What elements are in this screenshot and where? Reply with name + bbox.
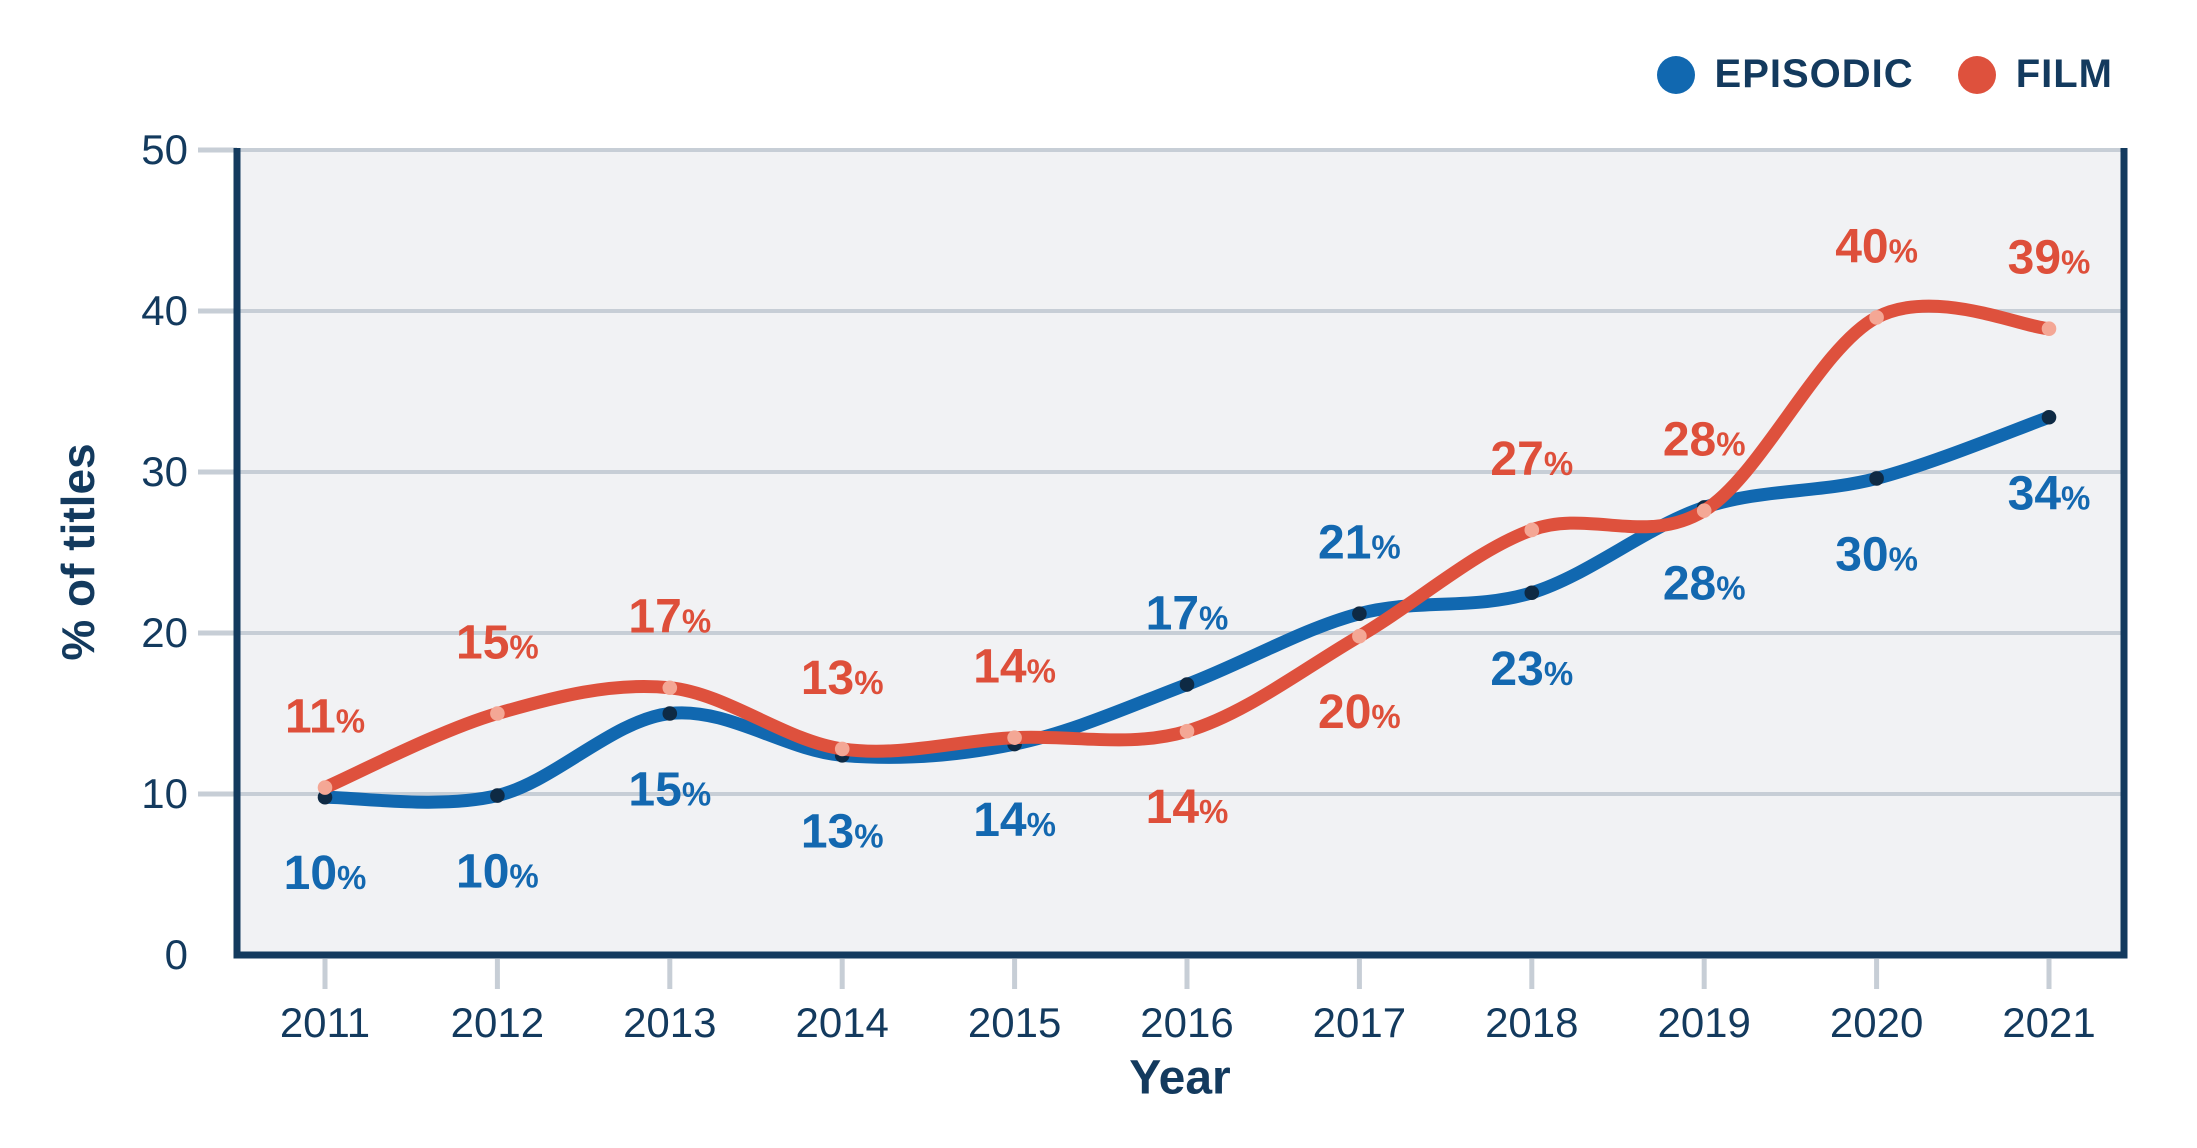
y-tick-label: 40 [141, 287, 188, 334]
x-tick-label: 2016 [1140, 999, 1233, 1046]
episodic-data-point-marker [1869, 471, 1884, 486]
x-tick-label: 2011 [280, 999, 370, 1046]
episodic-data-label: 23% [1490, 643, 1573, 696]
y-tick-label: 0 [165, 931, 188, 978]
x-tick-label: 2018 [1485, 999, 1578, 1046]
x-tick-label: 2019 [1657, 999, 1750, 1046]
film-data-point-marker [1352, 628, 1367, 644]
film-data-point-marker [1696, 503, 1712, 518]
x-tick-label: 2014 [795, 999, 888, 1046]
legend-label-film: FILM [2015, 52, 2113, 96]
film-data-label: 40% [1835, 220, 1918, 273]
film-data-point-marker [662, 680, 678, 696]
film-data-label: 14% [1146, 781, 1229, 834]
film-data-label: 17% [628, 591, 711, 644]
film-data-point-marker [834, 741, 850, 757]
film-data-point-marker [490, 706, 505, 721]
film-data-label: 14% [973, 641, 1056, 694]
episodic-data-point-marker [490, 788, 505, 803]
episodic-data-point-marker [1524, 585, 1540, 601]
film-line [318, 299, 2056, 795]
y-axis-title: % of titles [52, 443, 104, 661]
film-data-point-marker [1524, 522, 1540, 538]
episodic-legend-dot-icon [1656, 55, 1695, 94]
episodic-data-label: 15% [628, 764, 711, 817]
film-data-label: 20% [1318, 686, 1401, 739]
plot-area [237, 150, 2124, 955]
y-tick-label: 50 [141, 126, 188, 173]
episodic-data-label: 34% [2008, 467, 2091, 520]
film-data-label: 27% [1490, 433, 1573, 486]
x-tick-label: 2017 [1313, 999, 1406, 1046]
episodic-data-label: 14% [973, 794, 1056, 847]
legend-item-film: FILM [1957, 52, 2113, 97]
episodic-data-point-marker [1179, 677, 1195, 692]
film-data-point-marker [2041, 321, 2057, 337]
film-data-label: 15% [456, 617, 539, 670]
legend-label-episodic: EPISODIC [1714, 52, 1914, 96]
x-tick-label: 2020 [1830, 999, 1923, 1046]
legend-item-episodic: EPISODIC [1656, 52, 1914, 97]
x-tick-label: 2012 [451, 999, 544, 1046]
film-data-point-marker [1007, 730, 1022, 745]
episodic-data-label: 10% [284, 847, 367, 900]
episodic-data-label: 17% [1146, 588, 1229, 641]
y-tick-label: 30 [141, 448, 188, 495]
y-tick-label: 20 [141, 609, 188, 656]
film-data-label: 13% [801, 652, 884, 705]
film-data-point-marker [317, 780, 333, 795]
film-data-label: 11% [285, 691, 365, 744]
film-data-label: 28% [1663, 414, 1746, 467]
episodic-data-point-marker [2041, 409, 2057, 425]
film-legend-dot-icon [1957, 55, 1996, 94]
film-data-point-marker [1179, 723, 1195, 739]
x-tick-label: 2015 [968, 999, 1061, 1046]
episodic-data-label: 30% [1835, 528, 1918, 581]
y-tick-label: 10 [141, 770, 188, 817]
x-tick-label: 2021 [2002, 999, 2095, 1046]
episodic-data-point-marker [1352, 606, 1367, 621]
x-axis-title: Year [1129, 1051, 1231, 1105]
episodic-data-label: 10% [456, 846, 539, 899]
x-tick-label: 2013 [623, 999, 716, 1046]
film-data-point-marker [1869, 310, 1884, 325]
episodic-data-label: 28% [1663, 557, 1746, 610]
episodic-data-point-marker [662, 706, 678, 721]
legend: EPISODIC FILM [1656, 52, 2113, 97]
film-data-label: 39% [2008, 232, 2091, 285]
episodic-data-label: 13% [801, 805, 884, 858]
episodic-data-label: 21% [1318, 517, 1401, 570]
